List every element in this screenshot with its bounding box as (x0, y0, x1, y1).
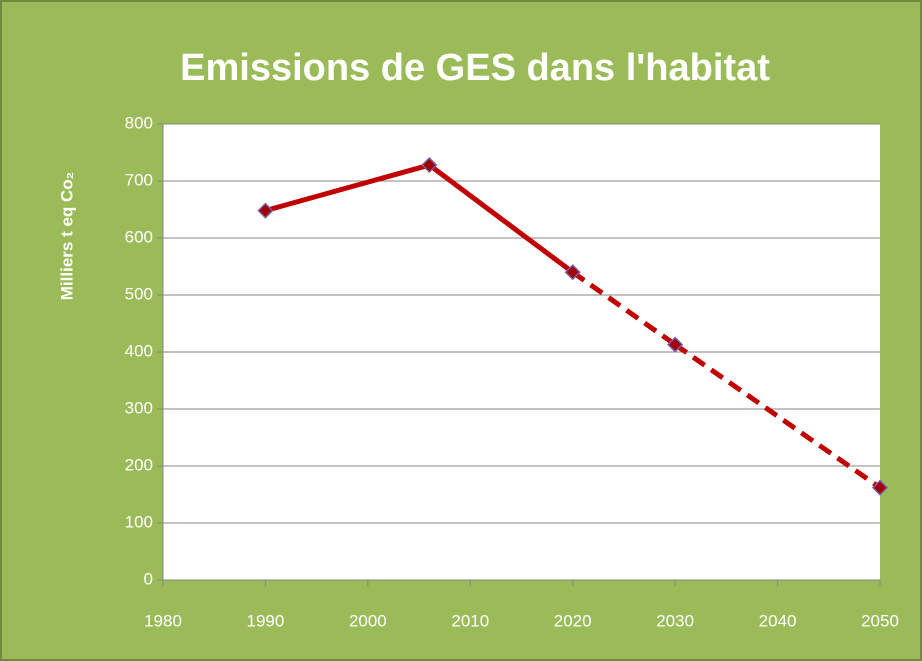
chart-title: Emissions de GES dans l'habitat (180, 47, 770, 89)
x-tick-label: 2000 (349, 611, 387, 630)
x-tick-label: 2050 (861, 611, 899, 630)
y-tick-label: 600 (125, 227, 153, 246)
x-tick-label: 2010 (451, 611, 489, 630)
y-tick-label: 200 (125, 455, 153, 474)
marker (564, 264, 581, 281)
line-segment (264, 162, 430, 214)
marker (667, 336, 684, 353)
y-tick-label: 0 (144, 569, 153, 588)
y-axis-label: Milliers t eq Co₂ (57, 172, 76, 300)
line-segment (427, 163, 575, 275)
x-tick-label: 2040 (759, 611, 797, 630)
marker (257, 202, 274, 219)
x-tick-label: 2030 (656, 611, 694, 630)
y-tick-label: 300 (125, 398, 153, 417)
line-segment (673, 342, 882, 490)
y-tick-label: 400 (125, 341, 153, 360)
y-tick-label: 500 (125, 284, 153, 303)
marker (871, 479, 889, 496)
y-tick-label: 100 (125, 512, 153, 531)
x-tick-label: 1990 (247, 611, 285, 630)
y-tick-label: 700 (125, 170, 153, 189)
y-tick-label: 800 (125, 113, 153, 132)
x-tick-label: 2020 (554, 611, 592, 630)
x-tick-label: 1980 (144, 611, 182, 630)
marker (421, 156, 438, 174)
